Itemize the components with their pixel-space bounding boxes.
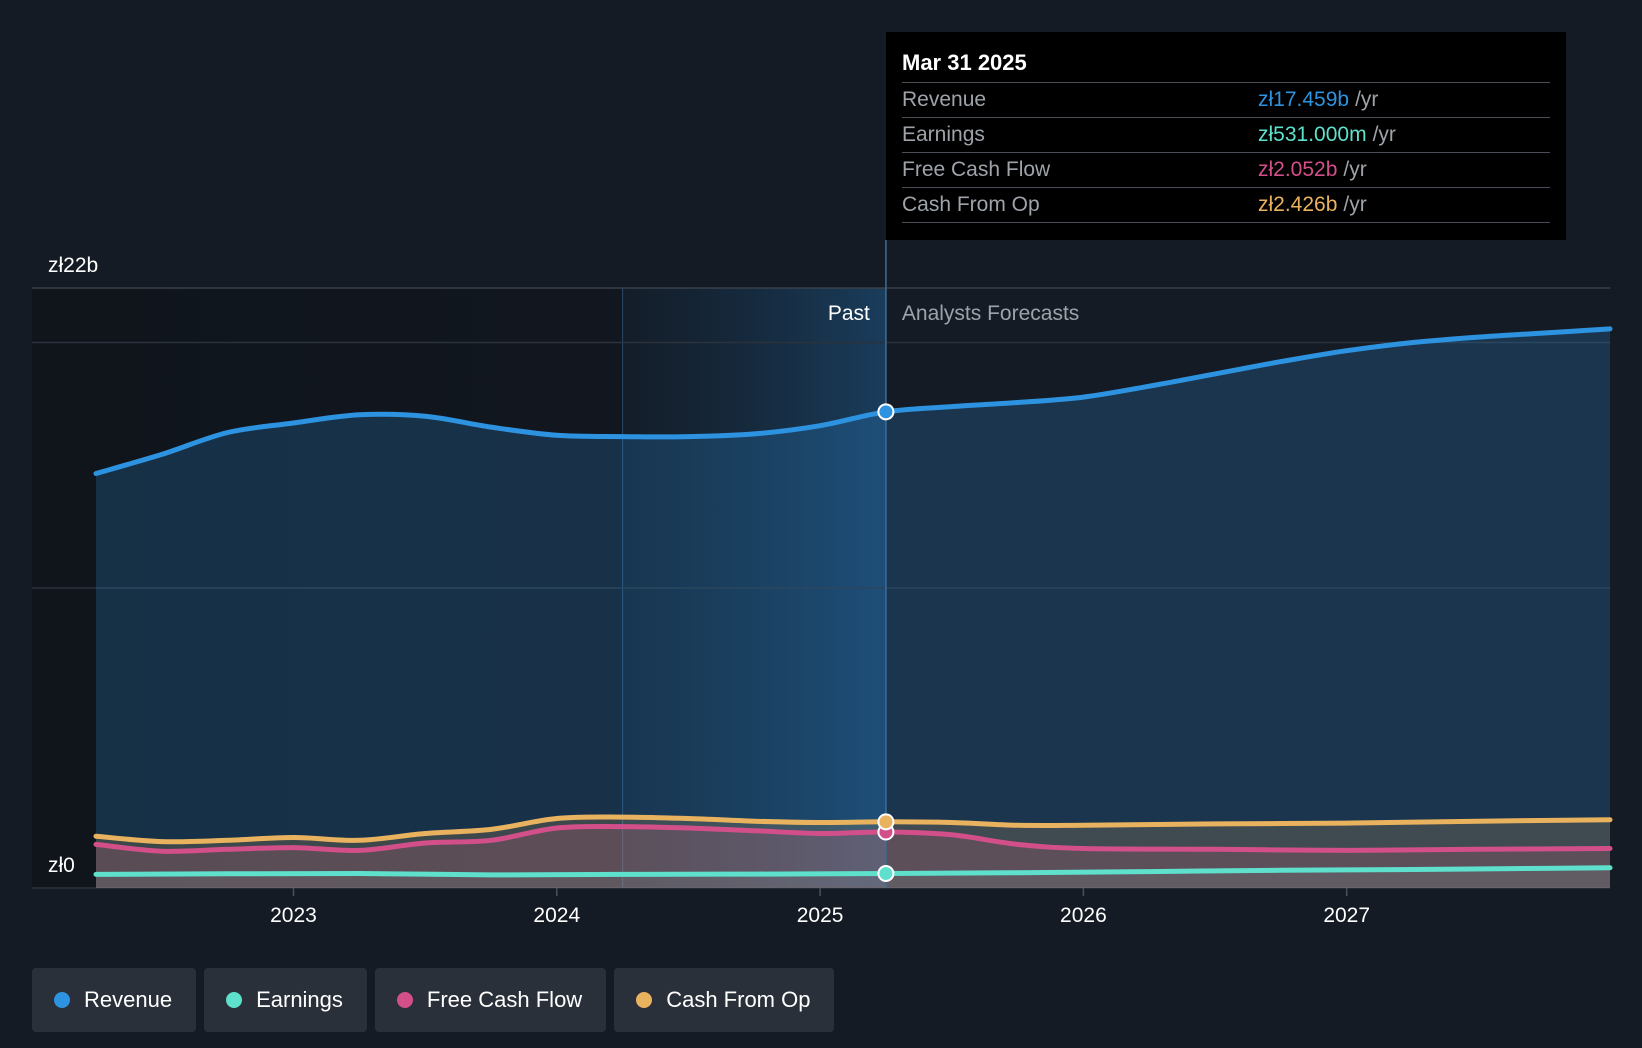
x-tick-label: 2027 [1323, 904, 1370, 927]
tooltip-row-free-cash-flow: Free Cash Flow zł2.052b /yr [902, 153, 1550, 188]
legend-label: Cash From Op [666, 987, 811, 1012]
free-cash-flow-line [93, 823, 1613, 854]
free-cash-flow-dot-icon [396, 992, 413, 1008]
tooltip-value: zł531.000m [1258, 123, 1367, 146]
tooltip-unit: /yr [1372, 123, 1396, 146]
tooltip-value: zł2.052b [1258, 158, 1338, 181]
cash-from-op-dot-icon [636, 992, 653, 1008]
legend-label: Free Cash Flow [426, 987, 583, 1012]
forecast-label: Analysts Forecasts [902, 302, 1079, 325]
tooltip-row-cash-from-op: Cash From Op zł2.426b /yr [902, 188, 1550, 223]
legend-label: Earnings [256, 987, 343, 1012]
legend-item-revenue[interactable]: Revenue [32, 968, 197, 1032]
past-label: Past [828, 302, 870, 325]
legend-item-free-cash-flow[interactable]: Free Cash Flow [374, 968, 607, 1032]
earnings-point [877, 865, 895, 883]
earnings-dot-icon [226, 992, 243, 1008]
revenue-area [96, 328, 1610, 888]
legend-item-earnings[interactable]: Earnings [204, 968, 367, 1032]
tooltip-row-earnings: Earnings zł531.000m /yr [902, 118, 1550, 153]
tooltip-date: Mar 31 2025 [902, 46, 1550, 83]
x-tick-label: 2023 [270, 904, 317, 927]
revenue-point [877, 403, 895, 421]
legend: Revenue Earnings Free Cash Flow Cash Fro… [32, 968, 835, 1032]
tooltip-row-revenue: Revenue zł17.459b /yr [902, 83, 1550, 118]
tooltip-label: Earnings [902, 123, 985, 146]
revenue-dot-icon [54, 992, 70, 1008]
revenue-line [93, 326, 1613, 476]
x-tick-label: 2025 [797, 904, 844, 927]
legend-label: Revenue [84, 987, 173, 1012]
cash-from-op-point [877, 813, 895, 831]
legend-item-cash-from-op[interactable]: Cash From Op [614, 968, 835, 1032]
tooltip-unit: /yr [1343, 158, 1367, 181]
cash-from-op-line [93, 814, 1613, 845]
tooltip-label: Cash From Op [902, 193, 1040, 216]
tooltip-unit: /yr [1343, 193, 1367, 216]
tooltip: Mar 31 2025 Revenue zł17.459b /yr Earnin… [886, 32, 1566, 240]
y-axis-bottom-label: zł0 [48, 854, 75, 877]
x-tick-label: 2024 [533, 904, 580, 927]
x-tick-label: 2026 [1060, 904, 1107, 927]
tooltip-unit: /yr [1355, 88, 1379, 111]
tooltip-value: zł2.426b [1258, 193, 1338, 216]
tooltip-label: Free Cash Flow [902, 158, 1051, 181]
tooltip-value: zł17.459b [1258, 88, 1350, 111]
tooltip-label: Revenue [902, 88, 987, 111]
y-axis-top-label: zł22b [48, 254, 98, 277]
